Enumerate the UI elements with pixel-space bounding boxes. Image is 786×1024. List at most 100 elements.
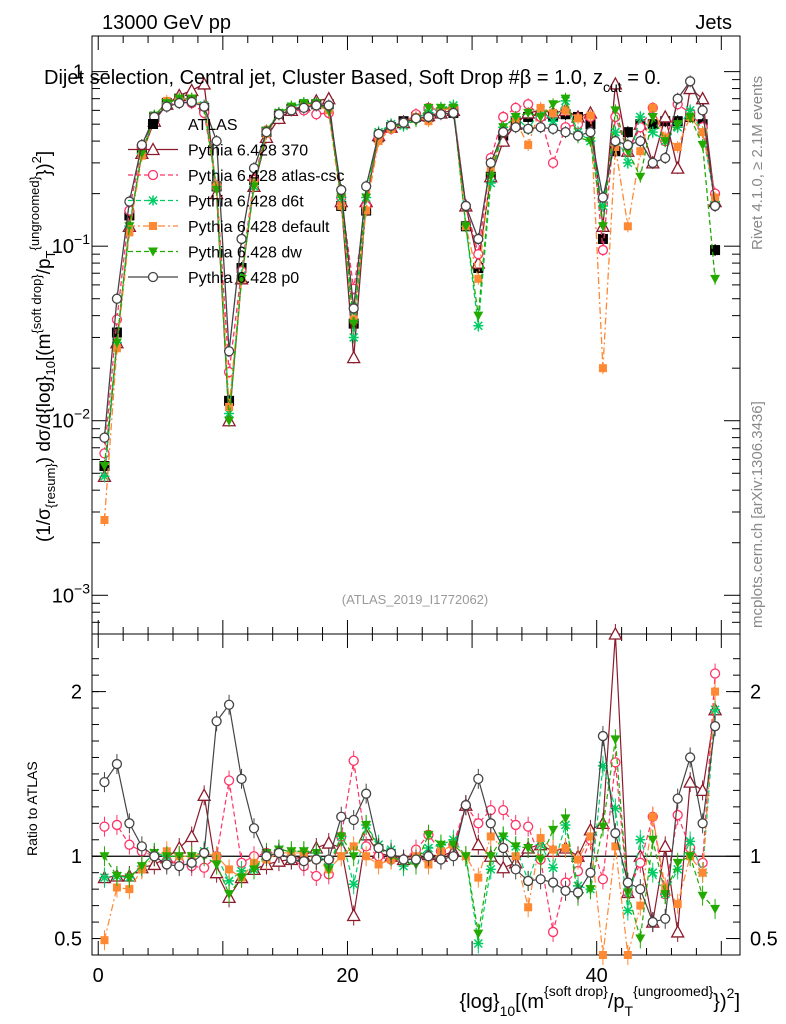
ratio-point-dw <box>498 832 509 842</box>
ratio-point-csc <box>523 821 534 832</box>
ratio-y-label: Ratio to ATLAS <box>24 761 40 856</box>
point-p0 <box>597 192 609 203</box>
legend-label-p370: Pythia 6.428 370 <box>188 143 308 160</box>
ratio-point-p0 <box>174 860 185 872</box>
legend-marker-p370 <box>145 142 161 156</box>
point-d6t <box>597 200 608 211</box>
point-p370 <box>658 109 673 123</box>
ratio-point-p370 <box>321 835 336 849</box>
y-tick-label: 10−1 <box>52 231 90 258</box>
ratio-point-dw <box>111 871 122 881</box>
ratio-point-dw <box>548 825 559 835</box>
ratio-point-d6t <box>647 867 658 878</box>
point-dw <box>535 112 546 122</box>
point-csc <box>547 157 559 169</box>
ratio-point-p370 <box>184 829 199 843</box>
point-dw <box>710 274 721 284</box>
legend-item-default: Pythia 6.428 default <box>128 219 330 236</box>
legend-marker-d6t <box>148 195 158 206</box>
ratio-point-csc <box>111 819 123 831</box>
ratio-point-dw <box>610 735 621 745</box>
point-dw <box>660 137 671 147</box>
legend-label-atlas: ATLAS <box>188 117 238 134</box>
point-dw <box>610 106 621 116</box>
ratio-point-default <box>474 873 483 882</box>
legend-marker-csc <box>147 169 159 181</box>
ratio-point-p0 <box>398 854 409 865</box>
ratio-series-default <box>100 681 720 965</box>
ratio-point-dw <box>710 904 721 914</box>
point-dw <box>336 193 347 203</box>
ratio-series-p0 <box>99 694 721 933</box>
ratio-point-default <box>648 812 657 821</box>
ratio-point-dw <box>323 865 334 875</box>
ratio-point-csc <box>99 821 110 832</box>
ratio-point-p0 <box>410 854 422 865</box>
ratio-panel: 0 20 40 0.5 0.5 1 1 2 2 <box>54 624 778 987</box>
ratio-point-p0 <box>473 773 484 785</box>
ratio-point-p370 <box>608 626 623 640</box>
point-atlas <box>111 327 122 338</box>
ratio-point-p0 <box>248 823 260 834</box>
point-dw <box>111 338 122 348</box>
ratio-point-p0 <box>672 793 683 804</box>
ratio-y-tick-label: 1 <box>71 846 82 868</box>
ratio-point-csc <box>498 804 509 816</box>
point-p0 <box>124 196 135 207</box>
ratio-point-default <box>362 852 371 861</box>
point-d6t <box>99 471 110 482</box>
point-dw <box>99 462 110 472</box>
ratio-point-d6t <box>610 803 621 814</box>
ratio-point-dw <box>560 814 571 824</box>
ratio-point-p0 <box>460 800 471 811</box>
point-p0 <box>622 139 633 151</box>
point-default <box>536 103 545 112</box>
ratio-point-p370 <box>695 783 710 797</box>
x-tick-label: 0 <box>93 965 104 987</box>
ratio-point-csc <box>124 839 135 850</box>
point-default <box>225 402 234 411</box>
point-d6t <box>685 105 696 116</box>
point-dw <box>136 149 147 159</box>
ratio-point-p0 <box>99 777 110 788</box>
ratio-point-dw <box>510 842 521 852</box>
legend-item-p0: Pythia 6.428 p0 <box>128 270 299 287</box>
ratio-point-default <box>536 834 545 843</box>
point-dw <box>672 120 683 130</box>
ratio-point-p370 <box>197 787 212 801</box>
ratio-point-default <box>374 860 383 869</box>
ratio-point-p0 <box>510 864 521 875</box>
y-tick-label: 10−2 <box>52 406 90 433</box>
ratio-point-csc <box>709 668 721 679</box>
point-p0 <box>448 107 459 119</box>
legend-label-csc: Pythia 6.428 atlas-csc <box>188 168 345 185</box>
point-p0 <box>186 96 197 108</box>
ratio-point-dw <box>99 852 110 862</box>
ratio-y-tick-label: 0.5 <box>54 929 82 951</box>
plot-title: Dijet selection, Central jet, Cluster Ba… <box>44 67 661 95</box>
point-dw <box>635 172 646 182</box>
point-p0 <box>223 346 235 357</box>
point-default <box>698 128 707 137</box>
ratio-point-p370 <box>496 860 511 874</box>
ratio-point-d6t <box>224 875 235 886</box>
ratio-point-p0 <box>223 699 235 710</box>
point-p0 <box>510 122 521 133</box>
ratio-point-csc <box>597 874 609 885</box>
point-p0 <box>585 127 596 138</box>
point-d6t <box>548 116 559 127</box>
legend-item-p370: Pythia 6.428 370 <box>128 142 308 160</box>
ratio-line-default <box>103 691 716 956</box>
ratio-point-p0 <box>498 842 509 854</box>
point-atlas <box>622 127 633 138</box>
point-default <box>711 193 720 202</box>
ratio-point-csc <box>348 755 359 766</box>
ratio-point-d6t <box>485 864 496 875</box>
ratio-point-p0 <box>622 877 633 888</box>
point-dw <box>224 416 235 426</box>
ratio-point-dw <box>423 830 434 840</box>
legend: ATLAS Pythia 6.428 370 Pythia 6.428 atlas-… <box>128 117 345 287</box>
point-p0 <box>435 109 447 120</box>
point-p0 <box>136 139 147 151</box>
ratio-point-d6t <box>348 879 359 890</box>
